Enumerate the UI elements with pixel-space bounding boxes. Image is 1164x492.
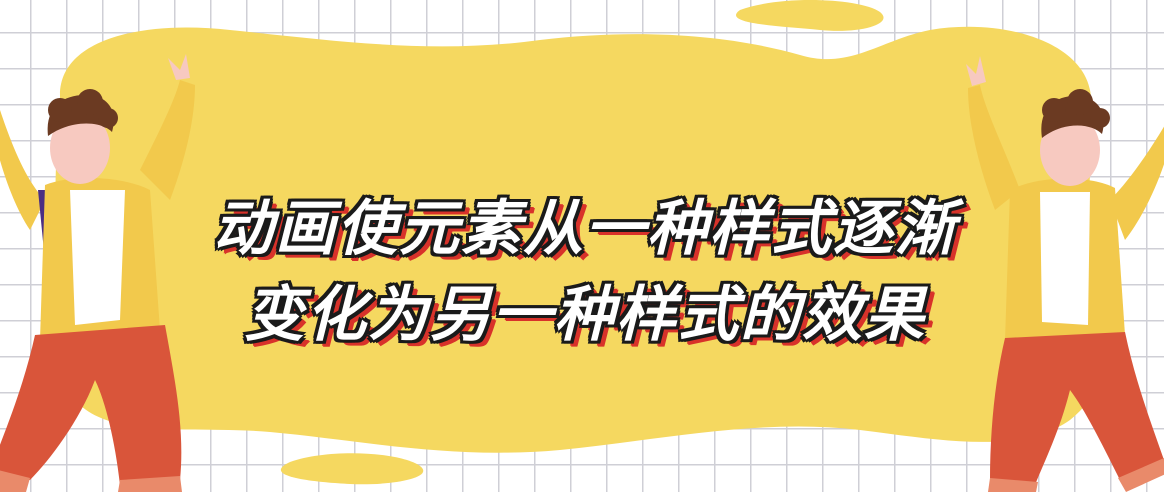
cheering-character-left — [0, 54, 195, 492]
banner-headline: 动画使元素从一种样式逐渐 变化为另一种样式的效果 — [150, 186, 1020, 358]
headline-line-1: 动画使元素从一种样式逐渐 — [213, 194, 957, 264]
cheering-character-right — [966, 56, 1164, 492]
headline-line-2: 变化为另一种样式的效果 — [244, 280, 926, 350]
